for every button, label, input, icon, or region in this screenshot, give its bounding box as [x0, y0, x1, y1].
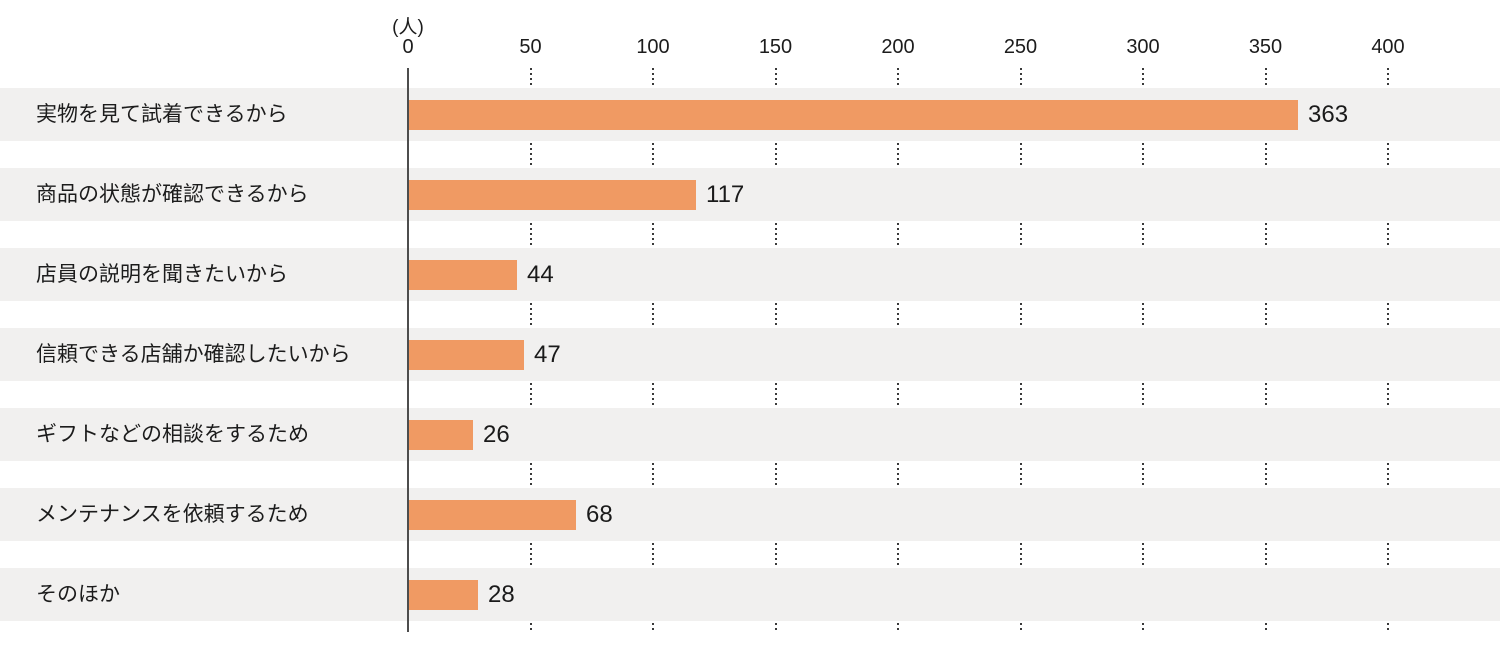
x-tick-label: 50: [519, 36, 542, 58]
bar: [409, 500, 576, 530]
bar: [409, 340, 524, 370]
bar-value-label: 28: [488, 581, 515, 608]
x-tick-label: 250: [1003, 36, 1038, 58]
bar: [409, 260, 517, 290]
category-label: 実物を見て試着できるから: [36, 103, 288, 126]
x-tick-label: 350: [1248, 36, 1283, 58]
bar: [409, 580, 478, 610]
axis-unit-label: (人): [392, 17, 424, 38]
bar-value-label: 47: [534, 341, 561, 368]
x-tick-label: 300: [1126, 36, 1160, 58]
bar: [409, 420, 473, 450]
row-band: [0, 168, 1500, 221]
row-band: [0, 568, 1500, 621]
bar: [409, 180, 696, 210]
x-tick-label: 200: [881, 36, 915, 58]
bar-value-label: 117: [706, 181, 745, 208]
x-tick-label: 400: [1371, 36, 1405, 58]
x-tick-label: 100: [636, 36, 670, 58]
bar-value-label: 26: [483, 421, 510, 448]
bar-value-label: 363: [1308, 101, 1349, 128]
row-band: [0, 488, 1500, 541]
zero-axis-line: [407, 68, 409, 632]
category-label: ギフトなどの相談をするため: [36, 423, 309, 446]
category-label: そのほか: [36, 583, 120, 606]
category-label: 信頼できる店舗か確認したいから: [36, 343, 351, 366]
category-label: 店員の説明を聞きたいから: [36, 263, 288, 286]
x-tick-label: 0: [402, 36, 414, 58]
category-label: 商品の状態が確認できるから: [36, 183, 309, 206]
x-tick-label: 150: [758, 36, 793, 58]
bar: [409, 100, 1298, 130]
bar-value-label: 44: [527, 261, 554, 288]
category-label: メンテナンスを依頼するため: [36, 503, 309, 526]
row-band: [0, 328, 1500, 381]
bar-value-label: 68: [586, 501, 613, 528]
row-band: [0, 408, 1500, 461]
row-band: [0, 248, 1500, 301]
